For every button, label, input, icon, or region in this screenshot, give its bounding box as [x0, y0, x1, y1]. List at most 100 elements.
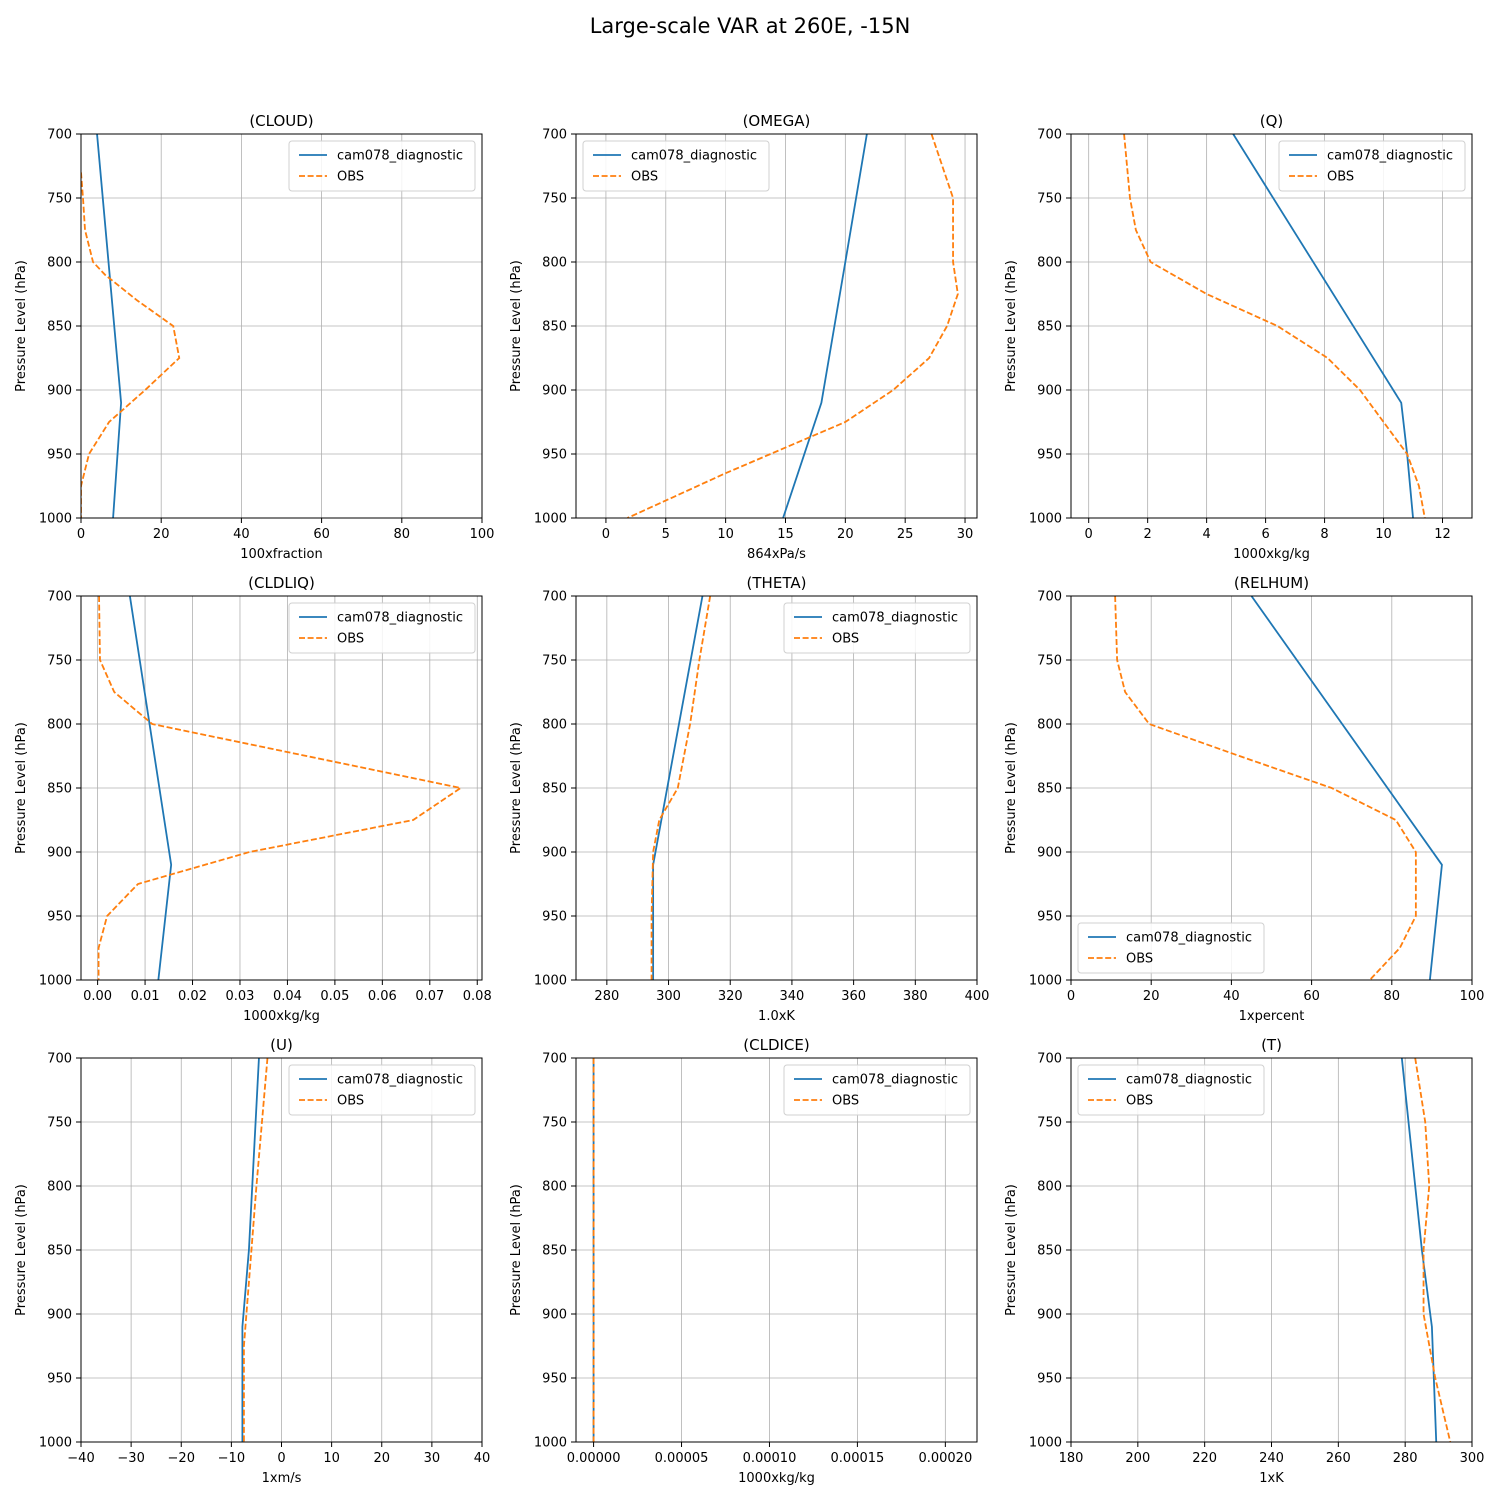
y-tick-label: 900: [1037, 1308, 1062, 1323]
legend-entry-label: cam078_diagnostic: [337, 1073, 463, 1088]
obs-series-line: [1123, 134, 1426, 518]
x-tick-label: 300: [1460, 1451, 1485, 1466]
x-tick-label: 20: [153, 527, 170, 542]
y-tick-label: 950: [542, 910, 567, 925]
legend-entry-label: cam078_diagnostic: [631, 149, 757, 164]
y-tick-label: 850: [47, 782, 72, 797]
x-tick-label: 200: [1125, 1451, 1150, 1466]
subplot-u: −40 −30 −20 −10 0 10 20 30 40 700 750 800 850 900 950 1…: [14, 1036, 490, 1486]
model-series-line: [782, 134, 868, 518]
y-tick-label: 1000: [1029, 974, 1062, 989]
y-tick-label: 700: [1037, 590, 1062, 605]
x-tick-label: 0.07: [415, 989, 444, 1004]
legend-box: [288, 1064, 476, 1116]
y-tick-label: 750: [542, 1116, 567, 1131]
y-tick-label: 900: [1037, 384, 1062, 399]
y-tick-label: 850: [542, 320, 567, 335]
legend-entry-label: cam078_diagnostic: [832, 1073, 958, 1088]
x-tick-label: 2: [1144, 527, 1152, 542]
y-tick-label: 950: [47, 448, 72, 463]
x-tick-label: −30: [117, 1451, 144, 1466]
x-tick-label: 0.00005: [655, 1451, 709, 1466]
legend-box: [582, 140, 770, 192]
y-tick-label: 800: [47, 1180, 72, 1195]
y-tick-label: 800: [542, 1180, 567, 1195]
y-tick-label: 1000: [534, 1436, 567, 1451]
legend-box: [288, 602, 476, 654]
y-tick-label: 950: [1037, 910, 1062, 925]
legend: cam078_diagnostic OBS: [1077, 1064, 1265, 1116]
obs-series-line: [97, 596, 463, 980]
y-tick-label: 700: [542, 590, 567, 605]
y-axis-label: Pressure Level (hPa): [1004, 1184, 1019, 1316]
x-tick-label: 40: [1223, 989, 1240, 1004]
y-tick-label: 800: [542, 718, 567, 733]
x-tick-label: 0.02: [178, 989, 207, 1004]
y-tick-label: 700: [47, 128, 72, 143]
y-tick-label: 900: [47, 384, 72, 399]
x-tick-label: 0: [77, 527, 85, 542]
y-axis-label: Pressure Level (hPa): [14, 260, 29, 392]
legend-entry-label: OBS: [631, 170, 658, 185]
subplot-cldliq: 0.00 0.01 0.02 0.03 0.04 0.05 0.06 0.07 0.08 700 7…: [14, 574, 492, 1024]
y-tick-label: 950: [1037, 448, 1062, 463]
y-tick-label: 700: [47, 590, 72, 605]
y-axis-label: Pressure Level (hPa): [14, 1184, 29, 1316]
y-tick-label: 850: [1037, 1244, 1062, 1259]
x-tick-label: 360: [841, 989, 866, 1004]
legend-entry-label: OBS: [832, 1094, 859, 1109]
legend: cam078_diagnostic OBS: [288, 140, 476, 192]
subplot-title: (THETA): [747, 574, 807, 592]
model-series-line: [1232, 134, 1414, 518]
y-tick-label: 1000: [534, 512, 567, 527]
model-series-line: [241, 1058, 260, 1442]
obs-series-line: [627, 134, 959, 518]
x-axis-label: 1.0xK: [758, 1009, 795, 1024]
y-tick-label: 750: [47, 192, 72, 207]
x-tick-label: 0.00015: [831, 1451, 885, 1466]
x-tick-label: 80: [1384, 989, 1401, 1004]
x-tick-label: 180: [1059, 1451, 1084, 1466]
y-tick-label: 750: [1037, 654, 1062, 669]
subplot-theta: 280 300 320 340 360 380 400 700 750 800 850 900 950 1…: [509, 574, 989, 1024]
y-tick-label: 900: [542, 846, 567, 861]
x-tick-label: 80: [394, 527, 411, 542]
x-tick-label: 10: [717, 527, 734, 542]
x-tick-label: 6: [1261, 527, 1269, 542]
y-tick-label: 950: [47, 1372, 72, 1387]
x-tick-label: 100: [470, 527, 495, 542]
x-tick-label: 0.00010: [743, 1451, 797, 1466]
x-tick-label: 8: [1320, 527, 1328, 542]
x-tick-label: 25: [897, 527, 914, 542]
x-tick-label: 260: [1326, 1451, 1351, 1466]
y-axis-label: Pressure Level (hPa): [509, 1184, 524, 1316]
legend-box: [783, 1064, 971, 1116]
x-tick-label: 0: [1067, 989, 1075, 1004]
x-axis-label: 1000xkg/kg: [243, 1009, 320, 1024]
subplot-title: (CLDICE): [743, 1036, 809, 1054]
x-tick-label: 4: [1202, 527, 1210, 542]
y-tick-label: 850: [47, 320, 72, 335]
y-tick-label: 1000: [39, 974, 72, 989]
x-tick-label: −20: [168, 1451, 195, 1466]
y-tick-label: 750: [47, 654, 72, 669]
subplot-q: 0 2 4 6 8 10 12 700 750 800 850 900 950 1000 (Q) 1000xk…: [1004, 112, 1473, 562]
legend-entry-label: OBS: [1126, 952, 1153, 967]
y-tick-label: 850: [1037, 320, 1062, 335]
x-axis-label: 1xpercent: [1239, 1009, 1305, 1024]
legend-entry-label: OBS: [337, 170, 364, 185]
legend-box: [1077, 1064, 1265, 1116]
y-tick-label: 700: [1037, 128, 1062, 143]
y-tick-label: 950: [542, 448, 567, 463]
subplot-title: (CLOUD): [249, 112, 313, 130]
legend: cam078_diagnostic OBS: [288, 602, 476, 654]
y-tick-label: 1000: [39, 1436, 72, 1451]
y-tick-label: 850: [1037, 782, 1062, 797]
y-tick-label: 850: [47, 1244, 72, 1259]
legend-box: [1077, 922, 1265, 974]
x-tick-label: 40: [474, 1451, 491, 1466]
obs-series-line: [1414, 1058, 1452, 1442]
legend-entry-label: cam078_diagnostic: [1126, 1073, 1252, 1088]
y-axis-label: Pressure Level (hPa): [509, 260, 524, 392]
